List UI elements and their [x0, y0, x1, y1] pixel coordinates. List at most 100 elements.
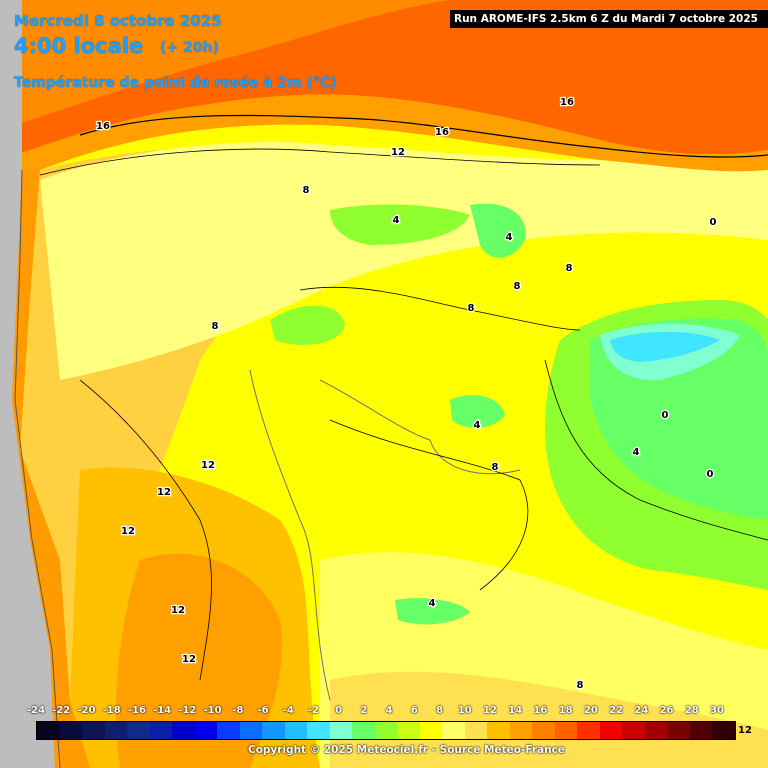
legend-label: 4 — [385, 705, 393, 716]
contour-label: 12 — [157, 487, 171, 498]
legend-swatch — [554, 722, 578, 739]
legend-swatch — [37, 722, 60, 739]
legend-swatch — [622, 722, 645, 739]
contour-label: 8 — [212, 321, 219, 332]
forecast-time: 4:00 locale — [14, 34, 144, 58]
contour-label: 8 — [492, 462, 499, 473]
legend-swatch — [667, 722, 690, 739]
green-patch-5 — [395, 598, 470, 625]
legend-label: 0 — [335, 705, 343, 716]
legend-swatch — [82, 722, 105, 739]
legend-label: -22 — [52, 705, 71, 716]
legend-label: -16 — [127, 705, 146, 716]
light-yellow-north — [40, 141, 768, 380]
legend-swatch — [149, 722, 173, 739]
legend-label: -4 — [282, 705, 294, 716]
contour-label: 4 — [633, 447, 640, 458]
contour-label: 0 — [707, 469, 714, 480]
legend-color-bar — [36, 721, 736, 740]
contour-8 — [299, 286, 581, 331]
legend-swatch — [532, 722, 555, 739]
contour-12-west — [79, 379, 212, 681]
parameter-title: Température de point de rosée à 2m (°C) — [14, 75, 337, 91]
legend-label: 30 — [710, 705, 724, 716]
legend-label: -6 — [257, 705, 269, 716]
legend-label: -10 — [203, 705, 222, 716]
legend-label: 24 — [634, 705, 649, 716]
contour-label: 12 — [201, 460, 215, 471]
legend-label: -18 — [102, 705, 121, 716]
contour-label: 4 — [474, 420, 481, 431]
coast-strip — [0, 94, 768, 190]
contour-label: 8 — [577, 680, 584, 691]
contour-label: 8 — [514, 281, 521, 292]
contour-label: 0 — [710, 217, 717, 228]
cyan-core-2 — [610, 331, 720, 362]
sea-band-lighter — [0, 0, 450, 130]
legend-label: -2 — [307, 705, 319, 716]
left-grey — [0, 0, 55, 768]
forecast-date: Mercredi 8 octobre 2025 — [14, 12, 222, 30]
legend-label: 14 — [508, 705, 523, 716]
region-boundary — [249, 369, 521, 701]
legend-end-value: 12 — [738, 725, 752, 736]
legend-label: -8 — [232, 705, 244, 716]
green-patch-4 — [450, 395, 505, 428]
contour-label: 16 — [96, 121, 110, 132]
legend-label: -24 — [26, 705, 46, 716]
legend-swatch — [419, 722, 443, 739]
legend-label: -12 — [178, 705, 197, 716]
legend-label: 6 — [410, 705, 418, 716]
legend-swatch — [397, 722, 420, 739]
legend-swatch — [599, 722, 623, 739]
contour-label: 12 — [171, 605, 185, 616]
contour-label: 4 — [506, 232, 513, 243]
legend-label: 20 — [583, 705, 598, 716]
legend-swatch — [194, 722, 218, 739]
legend-swatch — [644, 722, 668, 739]
legend-swatch — [239, 722, 263, 739]
legend-label: 18 — [558, 705, 573, 716]
green-patch-1 — [330, 204, 470, 245]
legend-label: -20 — [77, 705, 96, 716]
legend-label: 22 — [609, 705, 624, 716]
contour-label: 4 — [393, 215, 400, 226]
run-info: Run AROME-IFS 2.5km 6 Z du Mardi 7 octob… — [450, 10, 768, 28]
coastline — [14, 169, 61, 768]
legend-label: 28 — [684, 705, 699, 716]
legend-swatch — [307, 722, 330, 739]
legend-label: 26 — [659, 705, 674, 716]
legend-swatch — [262, 722, 285, 739]
southwest-deep — [116, 553, 283, 768]
contour-8-south — [329, 419, 529, 591]
contour-label: 16 — [560, 97, 574, 108]
legend-label: 8 — [436, 705, 444, 716]
legend-swatch — [284, 722, 308, 739]
legend-swatch — [577, 722, 600, 739]
lead-time: (+ 20h) — [160, 40, 219, 56]
contour-12 — [39, 148, 601, 176]
legend-label: 16 — [533, 705, 548, 716]
contour-label: 0 — [662, 410, 669, 421]
legend-swatch — [329, 722, 353, 739]
legend-label: 12 — [483, 705, 497, 716]
legend-swatch — [172, 722, 195, 739]
legend-labels: -24 -22 -20 -18 -16 -14 -12 -10 -8 -6 -4 -2 0 2 4 6 8 10 1… — [20, 705, 750, 719]
legend-swatch — [59, 722, 83, 739]
contour-label: 12 — [391, 147, 405, 158]
legend-label: 2 — [360, 705, 368, 716]
green-patch-3 — [270, 305, 345, 345]
copyright: Copyright © 2025 Meteociel.fr - Source M… — [248, 744, 565, 756]
contour-labels: 16 16 16 12 8 4 4 8 8 8 8 0 0 4 0 4 8 12 12 12 12 4 12 8 — [95, 96, 718, 693]
legend-swatch — [374, 722, 398, 739]
contour-16 — [79, 114, 768, 158]
legend-label: 10 — [457, 705, 472, 716]
contour-label: 4 — [429, 598, 436, 609]
legend-label: -14 — [153, 705, 172, 716]
contour-label: 16 — [435, 127, 449, 138]
contour-label: 12 — [121, 526, 135, 537]
contour-label: 8 — [566, 263, 573, 274]
legend-swatch — [442, 722, 465, 739]
legend-swatch — [352, 722, 375, 739]
